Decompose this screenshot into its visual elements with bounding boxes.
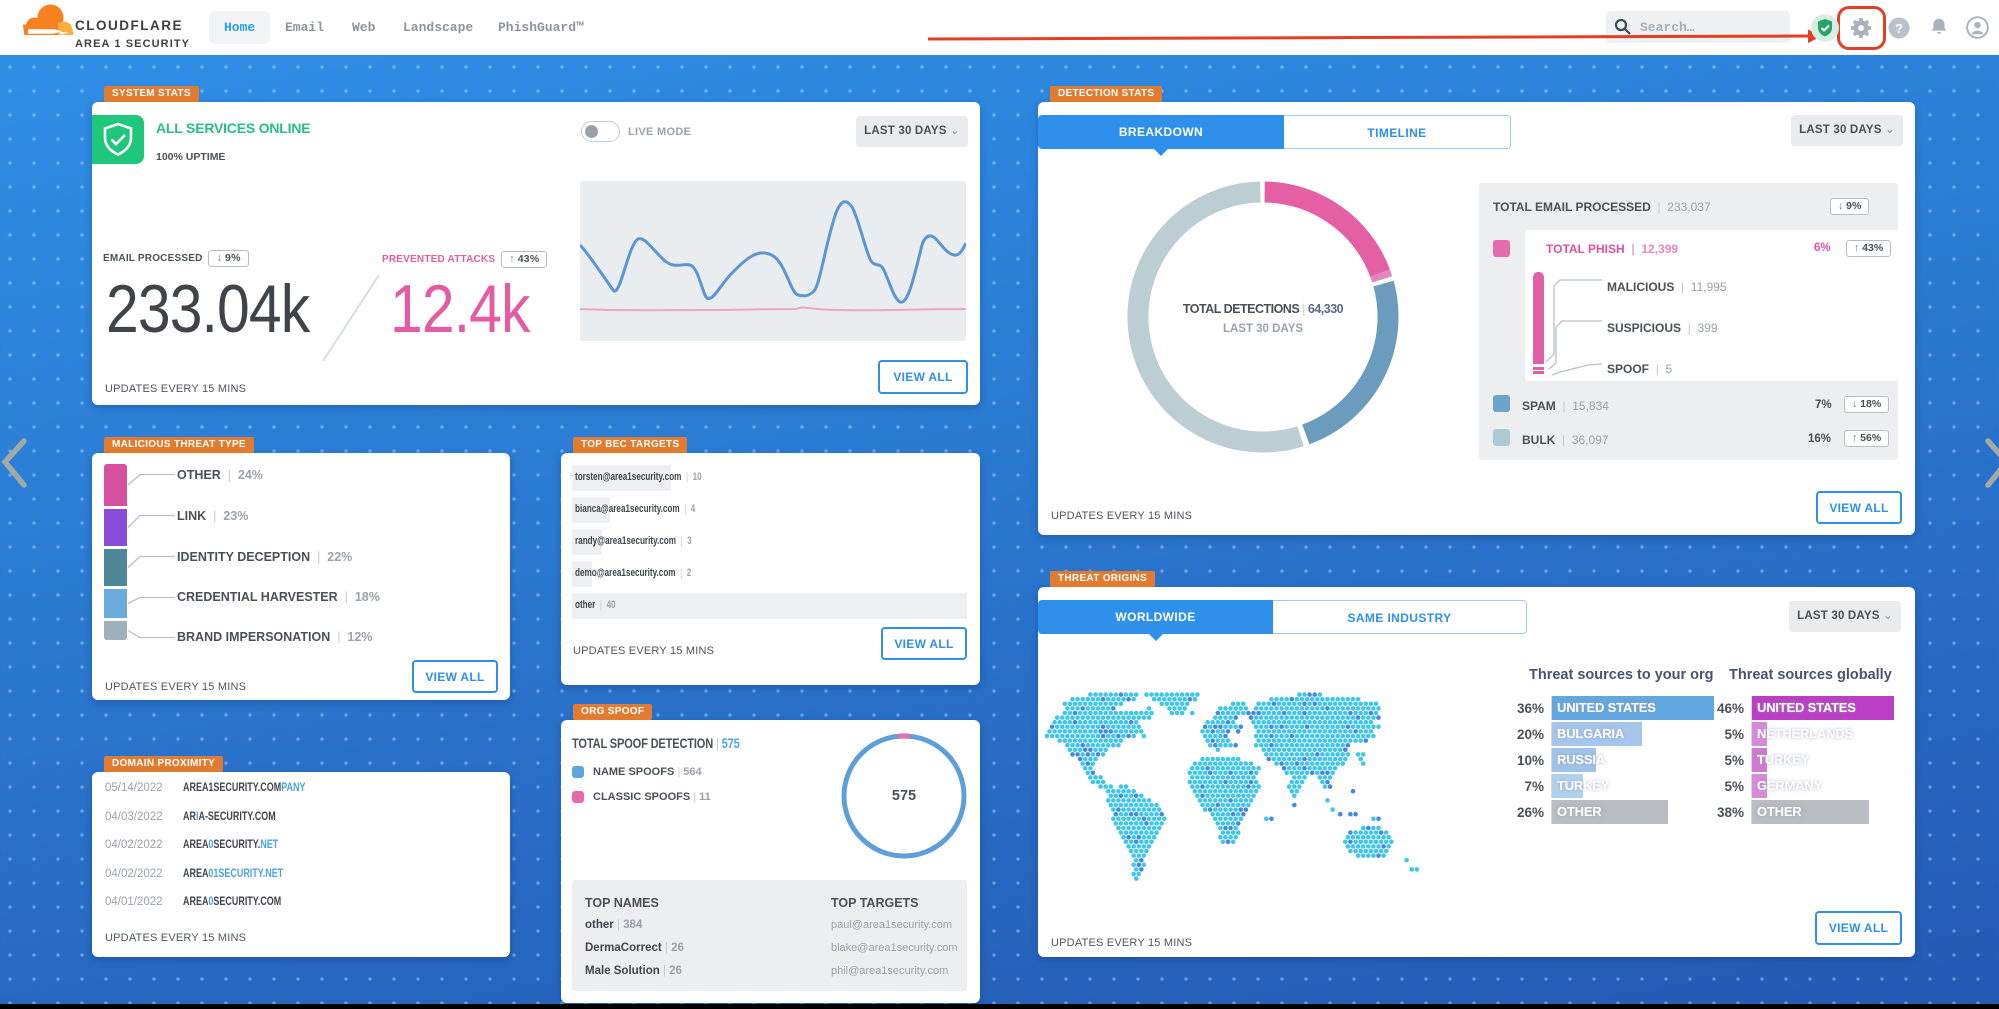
- svg-text:AREA 1 SECURITY: AREA 1 SECURITY: [75, 38, 190, 50]
- svg-text:CLOUDFLARE: CLOUDFLARE: [75, 18, 183, 33]
- svg-text:?: ?: [1895, 21, 1903, 36]
